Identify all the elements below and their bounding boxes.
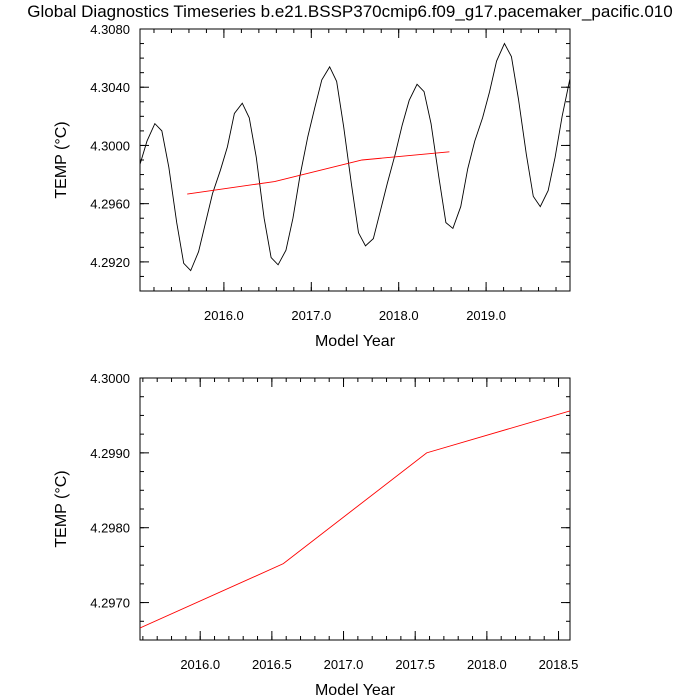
- x-tick-label: 2016.0: [180, 657, 220, 672]
- y-tick-label: 4.3000: [90, 138, 130, 153]
- x-tick-label: 2016.5: [252, 657, 292, 672]
- y-tick-label: 4.2980: [90, 521, 130, 536]
- x-tick-label: 2017.5: [395, 657, 435, 672]
- chart-panel-2: 2016.0 2016.5 2017.0 2017.5 2018.0 2018.5 4.29…: [53, 371, 578, 699]
- annual-mean-series-line: [187, 151, 450, 195]
- y-tick-label: 4.2970: [90, 596, 130, 611]
- x-tick-label: 2017.0: [291, 308, 331, 323]
- x-tick-label: 2018.5: [539, 657, 579, 672]
- monthly-series-line: [140, 42, 570, 272]
- figure-title: Global Diagnostics Timeseries b.e21.BSSP…: [27, 2, 673, 21]
- x-tick-label: 2017.0: [324, 657, 364, 672]
- plot-frame: [139, 377, 571, 641]
- y-tick-label: 4.2960: [90, 197, 130, 212]
- annual-mean-series-line: [140, 410, 570, 629]
- x-tick-label: 2018.0: [379, 308, 419, 323]
- y-tick-label: 4.2990: [90, 446, 130, 461]
- y-axis-label: TEMP (°C): [53, 470, 70, 547]
- x-tick-label: 2018.0: [467, 657, 507, 672]
- y-tick-label: 4.3080: [90, 22, 130, 37]
- y-tick-label: 4.3000: [90, 371, 130, 386]
- x-axis-label: Model Year: [315, 682, 396, 699]
- x-axis-label: Model Year: [315, 333, 396, 350]
- plot-frame: [139, 28, 571, 292]
- y-tick-label: 4.2920: [90, 255, 130, 270]
- x-tick-label: 2016.0: [204, 308, 244, 323]
- chart-panel-1: 2016.0 2017.0 2018.0 2019.0 4.2920 4.2960 4.30…: [53, 22, 571, 350]
- y-axis-label: TEMP (°C): [53, 121, 70, 198]
- y-tick-label: 4.3040: [90, 80, 130, 95]
- x-tick-label: 2019.0: [466, 308, 506, 323]
